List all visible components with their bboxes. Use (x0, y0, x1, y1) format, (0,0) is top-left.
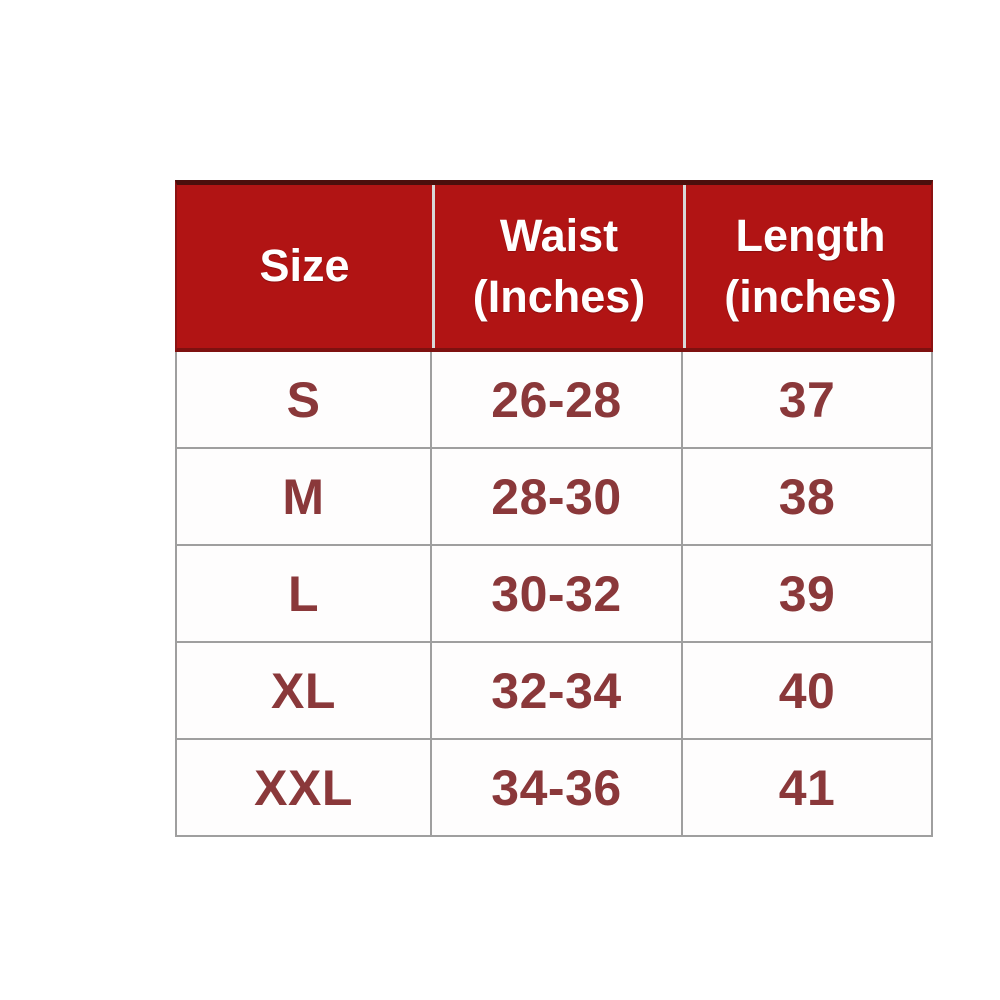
cell-waist: 30-32 (430, 546, 681, 641)
cell-waist: 32-34 (430, 643, 681, 738)
cell-size: XL (271, 662, 336, 719)
size-chart-table: Size Waist (Inches) Length (inches) S 26… (175, 180, 933, 837)
table-header-row: Size Waist (Inches) Length (inches) (175, 180, 933, 352)
cell-length: 40 (681, 643, 931, 738)
cell-length: 39 (681, 546, 931, 641)
header-waist: Waist (Inches) (432, 185, 683, 348)
cell-waist: 28-30 (430, 449, 681, 544)
cell-size: M (282, 468, 325, 525)
cell-size: S (286, 371, 321, 428)
cell-length: 38 (681, 449, 931, 544)
table-row-l: L 30-32 39 (177, 544, 931, 641)
cell-size: XXL (254, 759, 353, 816)
cell-waist: 26-28 (430, 352, 681, 447)
table-row-s: S 26-28 37 (177, 352, 931, 447)
cell-length: 41 (681, 740, 931, 835)
cell-length: 37 (681, 352, 931, 447)
header-size: Size (259, 240, 350, 292)
table-row-xxl: XXL 34-36 41 (177, 738, 931, 835)
header-length: Length (inches) (683, 185, 935, 348)
cell-size: L (287, 565, 320, 622)
table-body: S 26-28 37 M 28-30 38 L 30-32 39 XL 32-3… (175, 352, 933, 837)
table-row-xl: XL 32-34 40 (177, 641, 931, 738)
table-row-m: M 28-30 38 (177, 447, 931, 544)
cell-waist: 34-36 (430, 740, 681, 835)
